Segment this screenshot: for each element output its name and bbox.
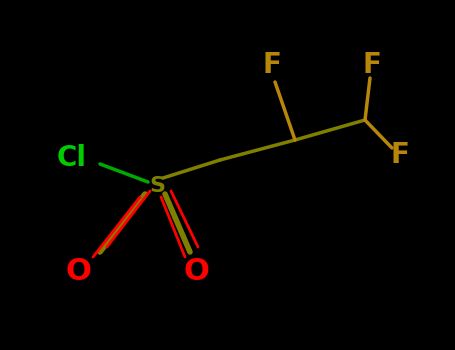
Text: Cl: Cl [57,144,87,172]
Text: O: O [65,258,91,287]
Text: F: F [390,141,410,169]
Text: O: O [183,258,209,287]
Text: S: S [149,176,165,196]
Text: F: F [263,51,282,79]
Text: F: F [363,51,381,79]
